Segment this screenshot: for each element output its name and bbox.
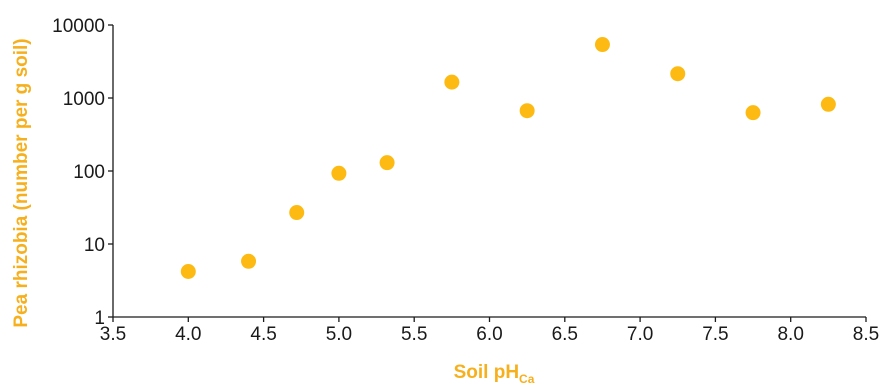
data-point xyxy=(379,155,395,171)
data-point xyxy=(331,165,347,181)
y-tick-label: 10000 xyxy=(52,16,105,37)
x-tick-label: 6.0 xyxy=(476,324,502,345)
y-tick-label: 1000 xyxy=(63,89,105,110)
y-tick-label: 1 xyxy=(94,308,105,329)
data-point xyxy=(594,37,610,53)
data-point xyxy=(289,205,305,221)
x-axis-title-subscript: Ca xyxy=(519,372,535,385)
y-axis-title: Pea rhizobia (number per g soil) xyxy=(11,38,32,327)
x-tick-label: 5.5 xyxy=(401,324,427,345)
x-tick-label: 6.5 xyxy=(552,324,578,345)
data-points xyxy=(180,37,836,280)
y-tick-label: 10 xyxy=(84,235,105,256)
data-point xyxy=(444,74,460,90)
x-tick-label: 7.5 xyxy=(702,324,728,345)
data-point xyxy=(519,103,535,119)
data-point xyxy=(241,253,257,269)
x-tick-label: 7.0 xyxy=(627,324,653,345)
axis-labels: 3.5 4.0 4.5 5.0 5.5 6.0 6.5 7.0 7.5 8.0 8.5 1 10 100 1… xyxy=(52,16,879,345)
x-tick-label: 4.5 xyxy=(250,324,276,345)
data-point xyxy=(180,264,196,280)
x-axis-title: Soil pHCa xyxy=(454,362,535,385)
x-tick-label: 8.0 xyxy=(777,324,803,345)
x-tick-label: 3.5 xyxy=(100,324,126,345)
x-tick-label: 4.0 xyxy=(175,324,201,345)
y-tick-label: 100 xyxy=(73,162,105,183)
x-tick-label: 5.0 xyxy=(326,324,352,345)
data-point xyxy=(670,66,686,82)
x-tick-label: 8.5 xyxy=(853,324,879,345)
data-point xyxy=(745,105,761,121)
chart-axes xyxy=(108,24,867,322)
x-axis-title-main: Soil pH xyxy=(454,362,519,383)
data-point xyxy=(820,96,836,112)
